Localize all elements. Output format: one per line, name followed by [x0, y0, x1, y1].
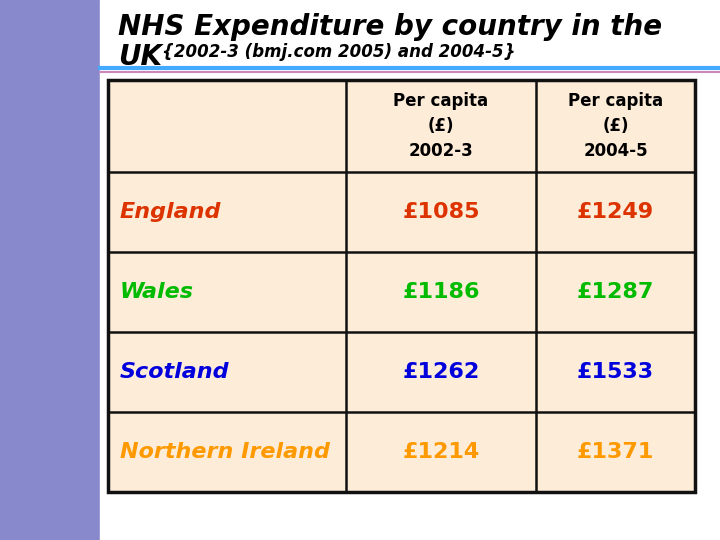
Text: Northern Ireland: Northern Ireland	[120, 442, 330, 462]
Text: {2002-3 (bmj.com 2005) and 2004-5}: {2002-3 (bmj.com 2005) and 2004-5}	[162, 43, 516, 61]
Text: £1085: £1085	[402, 202, 480, 222]
Text: UK: UK	[118, 43, 162, 71]
Text: £1262: £1262	[402, 362, 480, 382]
Text: Wales: Wales	[120, 282, 194, 302]
Bar	[100, 0, 720, 540]
Text: Scotland: Scotland	[120, 362, 230, 382]
Text: £1214: £1214	[402, 442, 480, 462]
Text: £1371: £1371	[577, 442, 654, 462]
Text: Per capita
(£)
2002-3: Per capita (£) 2002-3	[393, 92, 489, 160]
Text: £1186: £1186	[402, 282, 480, 302]
Text: NHS Expenditure by country in the: NHS Expenditure by country in the	[118, 13, 662, 41]
Bar	[108, 80, 695, 492]
Text: £1287: £1287	[577, 282, 654, 302]
Text: Per capita
(£)
2004-5: Per capita (£) 2004-5	[568, 92, 663, 160]
Bar	[108, 80, 695, 492]
Text: £1533: £1533	[577, 362, 654, 382]
Bar	[0, 0, 100, 540]
Text: England: England	[120, 202, 221, 222]
Text: £1249: £1249	[577, 202, 654, 222]
